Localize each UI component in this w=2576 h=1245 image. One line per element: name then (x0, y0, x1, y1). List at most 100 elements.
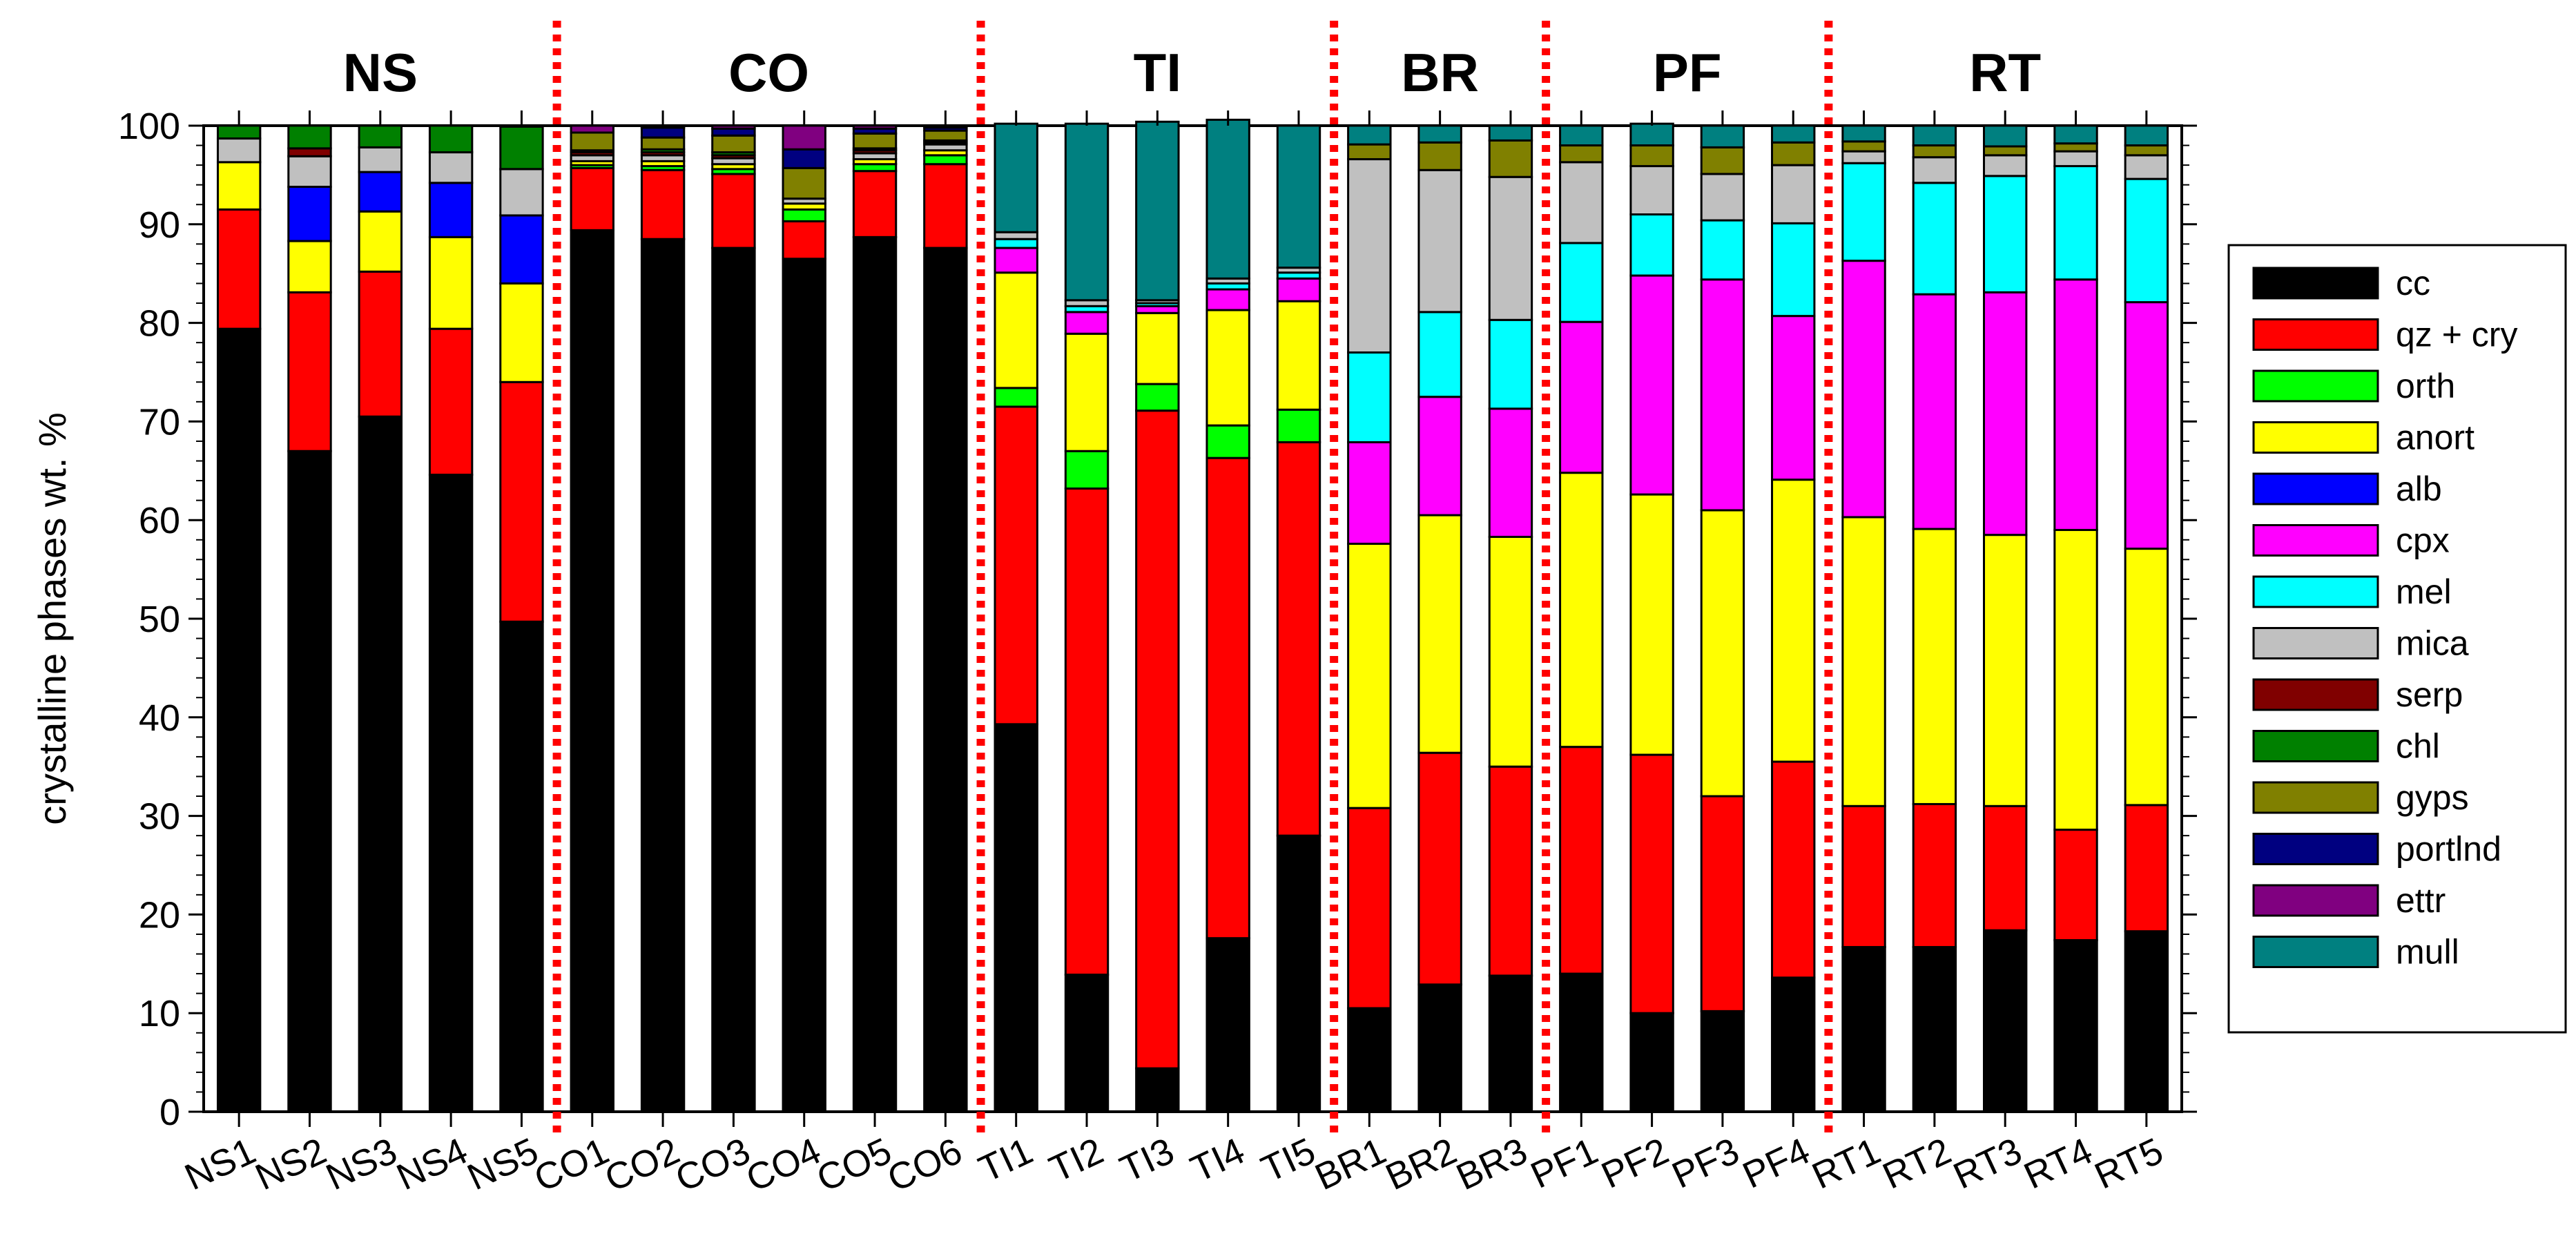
bar-segment-TI2-qz-cry (1064, 488, 1110, 976)
bar-segment-PF3-mel (1700, 219, 1745, 281)
bar-segment-NS2-chl (287, 124, 332, 150)
bar-segment-RT1-qz-cry (1841, 804, 1886, 949)
bar-segment-PF3-qz-cry (1700, 795, 1745, 1012)
x-tick-label: RT2 (1877, 1130, 1957, 1197)
bar-segment-RT2-mica (1912, 156, 1957, 184)
x-tick-label: RT4 (2018, 1130, 2099, 1197)
bar-segment-CO3-ettr (711, 124, 756, 130)
bar-segment-RT5-qz-cry (2124, 804, 2169, 933)
bar-segment-TI1-cpx (994, 247, 1038, 274)
bar-segment-BR1-cc (1347, 1007, 1392, 1113)
bar-segment-BR3-cpx (1488, 407, 1533, 538)
group-title: TI (1134, 42, 1181, 103)
bar-segment-RT1-cc (1841, 946, 1886, 1113)
legend-swatch (2252, 524, 2379, 557)
bar-segment-CO5-cc (852, 235, 898, 1113)
group-annotations: NS CO TI BR PF RT (343, 21, 2041, 1132)
bar-segment-RT5-gyps (2124, 144, 2169, 157)
bar-segment-TI3-mull (1135, 120, 1180, 302)
bar-segment-CO3-qz-cry (711, 173, 756, 249)
bar-segment-BR3-gyps (1488, 139, 1533, 178)
legend-label: chl (2396, 727, 2440, 766)
bar-segment-TI1-mel (994, 238, 1038, 249)
y-tick-label: 50 (139, 599, 180, 640)
bar-segment-RT4-qz-cry (2053, 829, 2098, 942)
bar-segment-NS4-mica (428, 151, 474, 184)
bar-segment-RT5-mel (2124, 177, 2169, 304)
bar-segment-NS5-qz-cry (499, 380, 544, 623)
bar-segment-TI1-cc (994, 723, 1038, 1113)
bar-segment-TI5-anort (1276, 300, 1321, 411)
bar-segment-TI3-cc (1135, 1067, 1180, 1113)
bar-segment-NS1-chl (216, 124, 262, 140)
bar-segment-BR1-gyps (1347, 143, 1392, 161)
legend-label: cpx (2396, 521, 2450, 560)
bar-segment-PF2-qz-cry (1629, 753, 1674, 1014)
bar-segment-TI2-mull (1064, 122, 1110, 302)
legend-swatch (2252, 936, 2379, 968)
bar-segment-NS5-cc (499, 620, 544, 1113)
x-tick-label: PF2 (1596, 1130, 1675, 1196)
bar-segment-CO4-cc (782, 258, 826, 1113)
bar-segment-CO1-gyps (570, 131, 614, 152)
bar-segment-PF4-mel (1771, 222, 1816, 318)
legend-label: mica (2396, 624, 2469, 663)
bar-segment-BR3-mica (1488, 175, 1533, 321)
group-title: RT (1969, 42, 2041, 103)
bar-segment-CO4-gyps (782, 166, 826, 200)
bar-segment-TI4-mull (1205, 118, 1250, 280)
bar-segment-RT1-mica (1841, 150, 1886, 164)
bar-segment-CO6-gyps (923, 129, 968, 142)
bar-segment-PF1-anort (1559, 472, 1604, 749)
bar-segment-CO1-ettr (570, 124, 614, 134)
bar-segment-RT5-mull (2124, 124, 2169, 147)
bar-segment-BR1-mull (1347, 124, 1392, 146)
x-tick-label: TI4 (1185, 1130, 1251, 1190)
bar-segment-TI4-qz-cry (1205, 456, 1250, 940)
bar-segment-RT1-mull (1841, 124, 1886, 143)
x-tick-label: CO6 (881, 1130, 968, 1199)
bar-segment-PF2-mel (1629, 213, 1674, 277)
bar-segment-RT4-gyps (2053, 142, 2098, 153)
legend-swatch (2252, 627, 2379, 659)
legend: cc qz + cry orth anort alb cpx mel mica serp chl g… (2227, 244, 2567, 1034)
bar-segment-TI4-cpx (1205, 288, 1250, 311)
bar-segment-CO5-qz-cry (852, 170, 898, 238)
bar-segment-BR3-mel (1488, 318, 1533, 410)
legend-swatch (2252, 318, 2379, 351)
bar-segment-TI5-mull (1276, 124, 1321, 269)
bar-segment-PF1-mica (1559, 161, 1604, 244)
bar-segment-RT4-mica (2053, 150, 2098, 168)
y-tick-label: 0 (159, 1092, 180, 1133)
bar-segment-CO2-portlnd (640, 126, 686, 139)
bar-segment-PF1-mull (1559, 124, 1604, 147)
bar-segment-NS3-anort (358, 210, 403, 273)
bar-segment-NS4-chl (428, 124, 474, 154)
bar-segment-CO4-ettr (782, 124, 826, 151)
bar-segment-RT4-mull (2053, 124, 2098, 145)
bar-segment-PF2-cc (1629, 1012, 1674, 1113)
bar-segment-BR3-cc (1488, 974, 1533, 1113)
bar-segment-PF4-mica (1771, 164, 1816, 224)
bar-segment-CO3-gyps (711, 134, 756, 154)
bar-segment-BR3-qz-cry (1488, 765, 1533, 977)
legend-label: anort (2396, 418, 2475, 457)
x-tick-label: TI2 (1043, 1130, 1110, 1190)
bar-segment-PF3-gyps (1700, 146, 1745, 175)
y-tick-label: 10 (139, 993, 180, 1034)
y-tick-label: 60 (139, 500, 180, 541)
bar-segment-BR2-cpx (1417, 396, 1462, 517)
bar-segment-RT1-anort (1841, 516, 1886, 807)
bar-segment-CO5-gyps (852, 132, 898, 150)
legend-label: ettr (2396, 881, 2446, 920)
bar-segment-RT4-cc (2053, 939, 2098, 1113)
legend-swatch (2252, 369, 2379, 403)
bar-segment-RT2-gyps (1912, 144, 1957, 159)
bar-segment-TI2-cpx (1064, 311, 1110, 335)
bar-segment-TI5-cc (1276, 834, 1321, 1113)
bar-segment-CO4-portlnd (782, 148, 826, 169)
legend-label: cc (2396, 264, 2430, 302)
x-tick-label: NS1 (179, 1130, 262, 1198)
y-axis-label: crystalline phases wt. % (30, 412, 74, 825)
